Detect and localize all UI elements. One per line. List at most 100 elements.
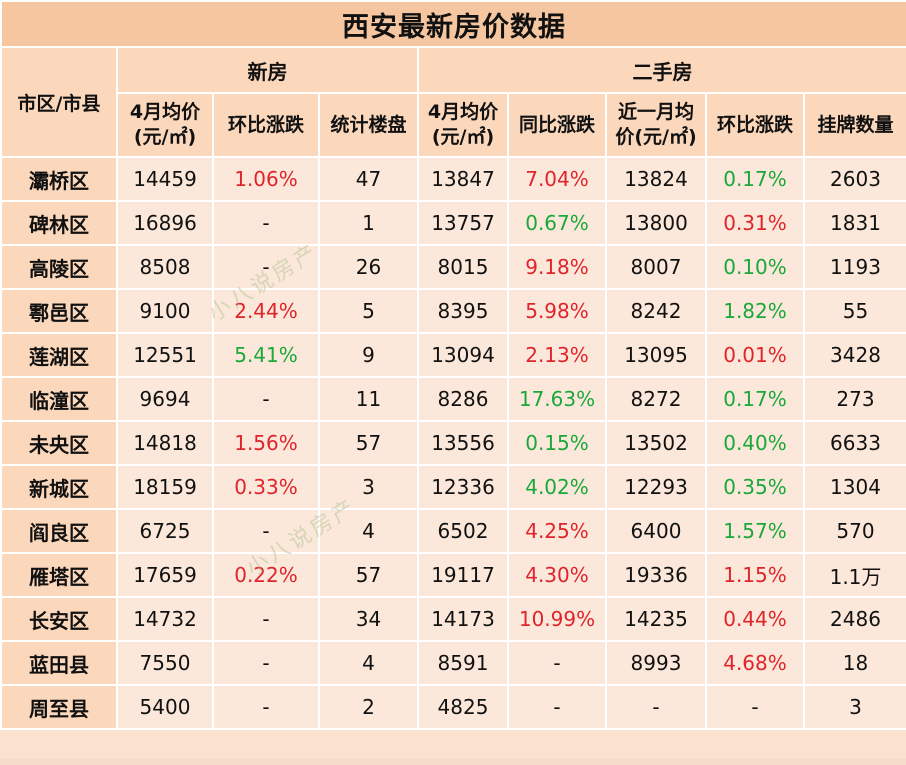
cell-second-yoy: 0.67%	[507, 200, 607, 246]
cell-new-avg-price: 7550	[116, 640, 214, 686]
table-row: 周至县 5400-2 4825- - -3	[0, 684, 906, 730]
cell-new-mom: -	[212, 200, 320, 246]
cell-new-count: 4	[318, 508, 419, 554]
table-row: 未央区 14818 1.56% 57 13556 0.15% 13502 0.40% 6633	[0, 420, 906, 466]
cell-second-month-avg: 13824	[605, 156, 707, 202]
page-title: 西安最新房价数据	[0, 0, 906, 48]
table-body: 灞桥区 14459 1.06% 47 13847 7.04% 13824 0.17% 2603 碑…	[0, 156, 906, 730]
cell-region: 灞桥区	[0, 156, 118, 202]
cell-second-mom: 0.35%	[705, 464, 805, 510]
cell-new-avg-price: 14459	[116, 156, 214, 202]
cell-new-avg-price: 5400	[116, 684, 214, 730]
cell-new-mom: 5.41%	[212, 332, 320, 378]
cell-second-yoy: 17.63%	[507, 376, 607, 422]
table-row: 鄠邑区 9100 2.44% 5 8395 5.98% 8242 1.82% 55	[0, 288, 906, 334]
cell-second-yoy: 7.04%	[507, 156, 607, 202]
cell-second-yoy: 4.02%	[507, 464, 607, 510]
header-listings: 挂牌数量	[802, 92, 906, 158]
cell-second-avg-price: 19117	[417, 552, 509, 598]
cell-second-yoy: -	[507, 640, 607, 686]
cell-second-mom: 0.31%	[705, 200, 805, 246]
table-row: 蓝田县 7550-4 8591-8993 4.68% 18	[0, 640, 906, 686]
cell-listings: 1.1万	[802, 552, 906, 598]
table-row: 莲湖区 12551 5.41% 9 13094 2.13% 13095 0.01% 3428	[0, 332, 906, 378]
header-second-yoy: 同比涨跌	[507, 92, 607, 158]
cell-second-yoy: 2.13%	[507, 332, 607, 378]
cell-second-mom: 1.15%	[705, 552, 805, 598]
cell-new-mom: 0.22%	[212, 552, 320, 598]
cell-listings: 6633	[802, 420, 906, 466]
cell-region: 临潼区	[0, 376, 118, 422]
cell-listings: 3	[802, 684, 906, 730]
cell-new-avg-price: 12551	[116, 332, 214, 378]
cell-new-mom: -	[212, 376, 320, 422]
cell-region: 长安区	[0, 596, 118, 642]
cell-second-month-avg: 13800	[605, 200, 707, 246]
header-second-month-avg-line1: 近一月均	[617, 101, 694, 123]
cell-second-avg-price: 13847	[417, 156, 509, 202]
cell-new-count: 3	[318, 464, 419, 510]
cell-region: 高陵区	[0, 244, 118, 290]
cell-second-month-avg: 13502	[605, 420, 707, 466]
table-row: 临潼区 9694-11 8286 17.63% 8272 0.17% 273	[0, 376, 906, 422]
header-second-avg-price: 4月均价 (元/㎡)	[417, 92, 509, 158]
cell-new-avg-price: 14732	[116, 596, 214, 642]
cell-second-mom: 1.82%	[705, 288, 805, 334]
cell-second-month-avg: 8242	[605, 288, 707, 334]
table-row: 新城区 18159 0.33% 3 12336 4.02% 12293 0.35% 1304	[0, 464, 906, 510]
cell-second-mom: 0.17%	[705, 156, 805, 202]
cell-second-avg-price: 8591	[417, 640, 509, 686]
cell-new-avg-price: 6725	[116, 508, 214, 554]
header-second-avg-price-line1: 4月均价	[427, 101, 499, 123]
cell-second-avg-price: 13556	[417, 420, 509, 466]
cell-new-count: 57	[318, 420, 419, 466]
cell-second-mom: 0.01%	[705, 332, 805, 378]
cell-new-mom: -	[212, 508, 320, 554]
cell-new-avg-price: 14818	[116, 420, 214, 466]
cell-region: 莲湖区	[0, 332, 118, 378]
price-table: 西安最新房价数据 市区/市县 新房 二手房 4月均价 (元/㎡) 环比涨跌 统计…	[0, 0, 906, 730]
table-row: 灞桥区 14459 1.06% 47 13847 7.04% 13824 0.17% 2603	[0, 156, 906, 202]
cell-region: 新城区	[0, 464, 118, 510]
cell-second-avg-price: 14173	[417, 596, 509, 642]
cell-new-count: 57	[318, 552, 419, 598]
header-new-avg-price-line2: (元/㎡)	[133, 126, 197, 148]
table-row: 碑林区 16896-1 13757 0.67% 13800 0.31% 1831	[0, 200, 906, 246]
cell-region: 阎良区	[0, 508, 118, 554]
header-second-month-avg: 近一月均 价(元/㎡)	[605, 92, 707, 158]
cell-new-count: 2	[318, 684, 419, 730]
cell-new-avg-price: 16896	[116, 200, 214, 246]
cell-second-month-avg: 19336	[605, 552, 707, 598]
cell-listings: 1831	[802, 200, 906, 246]
cell-second-avg-price: 12336	[417, 464, 509, 510]
cell-listings: 1193	[802, 244, 906, 290]
cell-new-avg-price: 17659	[116, 552, 214, 598]
cell-new-mom: 1.56%	[212, 420, 320, 466]
cell-second-month-avg: 8993	[605, 640, 707, 686]
cell-listings: 273	[802, 376, 906, 422]
cell-second-yoy: 0.15%	[507, 420, 607, 466]
header-second-hand-group: 二手房	[416, 46, 906, 94]
cell-second-month-avg: 12293	[605, 464, 707, 510]
cell-second-mom: 4.68%	[705, 640, 805, 686]
cell-listings: 1304	[802, 464, 906, 510]
table-row: 高陵区 8508-26 8015 9.18% 8007 0.10% 1193	[0, 244, 906, 290]
cell-second-month-avg: 14235	[605, 596, 707, 642]
cell-second-yoy: 4.30%	[507, 552, 607, 598]
header-second-mom: 环比涨跌	[705, 92, 805, 158]
header-new-count: 统计楼盘	[318, 92, 419, 158]
cell-second-mom: -	[705, 684, 805, 730]
cell-listings: 3428	[802, 332, 906, 378]
header-second-avg-price-line2: (元/㎡)	[431, 126, 495, 148]
header-new-avg-price: 4月均价 (元/㎡)	[116, 92, 214, 158]
cell-new-count: 1	[318, 200, 419, 246]
cell-second-mom: 0.44%	[705, 596, 805, 642]
cell-second-avg-price: 8015	[417, 244, 509, 290]
cell-new-mom: -	[212, 244, 320, 290]
header-new-house-group: 新房	[116, 46, 419, 94]
cell-second-month-avg: 6400	[605, 508, 707, 554]
cell-region: 碑林区	[0, 200, 118, 246]
cell-new-mom: 2.44%	[212, 288, 320, 334]
cell-new-count: 47	[318, 156, 419, 202]
